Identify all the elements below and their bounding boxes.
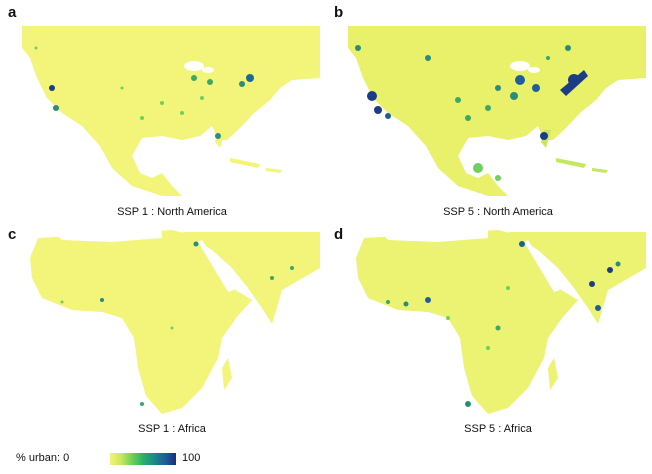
panel-letter: d xyxy=(334,226,344,243)
caribbean-islands xyxy=(556,158,608,173)
legend-max: 100 xyxy=(182,452,201,464)
panel-caption: SSP 1 : Africa xyxy=(138,423,206,435)
north-america-landmass xyxy=(22,26,320,196)
africa-map-ssp5 xyxy=(356,230,646,414)
legend-label: % urban: xyxy=(16,452,61,464)
madagascar xyxy=(222,358,232,390)
mediterranean xyxy=(378,230,488,242)
panel-caption: SSP 5 : North America xyxy=(443,206,553,218)
urban-hotspot xyxy=(519,241,525,247)
caribbean-islands xyxy=(230,158,282,173)
north-america-map-ssp1 xyxy=(22,26,320,196)
urban-hotspot xyxy=(568,74,580,86)
africa-landmass xyxy=(30,230,252,414)
great-lakes xyxy=(184,61,204,71)
mediterranean xyxy=(52,230,162,242)
arabian-peninsula xyxy=(182,232,320,324)
panel-letter: b xyxy=(334,4,344,21)
africa-landmass xyxy=(356,230,578,414)
panel-letter: a xyxy=(8,4,17,21)
madagascar xyxy=(548,358,558,390)
legend-min: 0 xyxy=(63,452,70,464)
great-lakes xyxy=(510,61,530,71)
legend-title: % urban: 0 xyxy=(16,452,69,464)
panel-caption: SSP 1 : North America xyxy=(117,206,227,218)
north-america-landmass xyxy=(348,26,646,196)
red-sea xyxy=(198,240,234,292)
north-america-map-ssp5 xyxy=(348,26,646,196)
urban-hotspot xyxy=(246,74,254,82)
red-sea xyxy=(524,240,560,292)
legend-gradient-bar xyxy=(110,453,176,465)
arabian-peninsula xyxy=(508,232,646,324)
panel-caption: SSP 5 : Africa xyxy=(464,423,532,435)
africa-map-ssp1 xyxy=(30,230,320,414)
urban-hotspot xyxy=(193,241,199,247)
panel-letter: c xyxy=(8,226,17,243)
